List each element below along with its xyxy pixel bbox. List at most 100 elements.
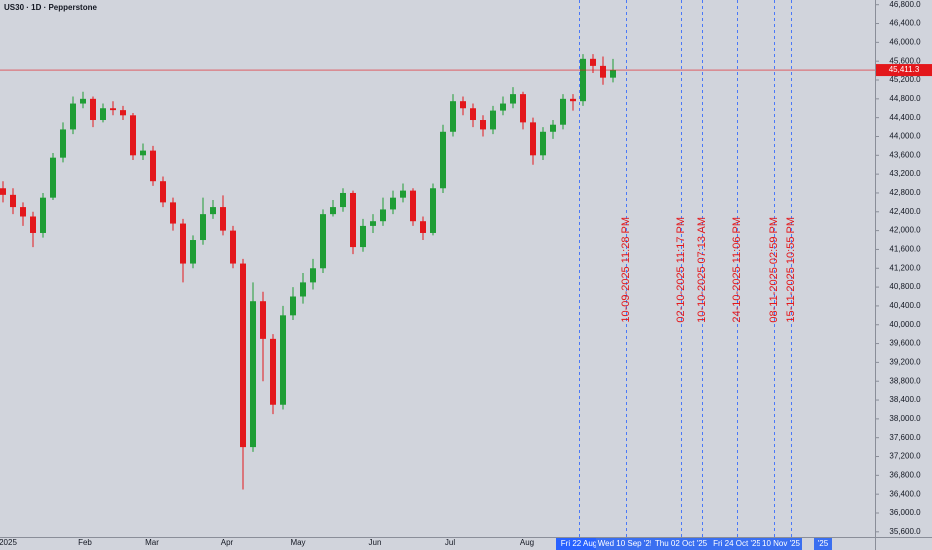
candle-body [320,214,326,269]
candle-body [200,214,206,241]
candle-body [20,207,26,217]
candle-body [360,225,366,248]
y-tick-label: 37,200.0 [889,452,921,461]
x-highlight-box [651,538,711,550]
annotation: 02-10-2025 11:17 PM [675,217,687,323]
candle-body [50,157,56,198]
candle-body [400,190,406,198]
x-tick-label: Feb [78,538,92,547]
candle-body [330,207,336,215]
candle-body [170,202,176,224]
y-tick-label: 41,200.0 [889,263,921,272]
candle-body [180,223,186,264]
y-tick-label: 46,000.0 [889,37,921,46]
candle-body [280,315,286,405]
x-highlight-box [556,538,602,550]
candle-body [380,209,386,222]
candle-body [440,131,446,189]
y-tick-label: 36,000.0 [889,508,921,517]
candle-body [40,197,46,233]
candle-body [560,98,566,125]
candle-body [470,108,476,121]
y-tick-label: 46,800.0 [889,0,921,9]
candle-body [10,194,16,208]
candle-body [480,120,486,130]
candle-body [610,70,616,78]
annotation: 24-10-2025 11:06 PM [731,217,743,323]
candle-body [550,124,556,132]
candle-body [590,58,596,66]
candle-body [510,94,516,104]
candle-body [150,150,156,182]
candle-body [220,207,226,231]
candle-body [0,188,6,195]
x-highlight-label: Wed 10 Sep '25 [598,539,655,548]
y-tick-label: 45,600.0 [889,56,921,65]
x-highlight-box [814,538,832,550]
y-tick-label: 39,200.0 [889,358,921,367]
y-tick-label: 35,600.0 [889,527,921,536]
y-tick-label: 44,400.0 [889,113,921,122]
candle-body [500,103,506,111]
annotation: 08-11-2025 02:59 PM [768,217,780,323]
last-price-tag [876,64,932,77]
candle-body [450,101,456,132]
y-tick-label: 38,400.0 [889,395,921,404]
y-tick-label: 42,400.0 [889,207,921,216]
x-highlight-label: '25 [818,539,829,548]
y-tick-label: 41,600.0 [889,245,921,254]
chart-title: US30 · 1D · Pepperstone [4,3,97,12]
annotation: 10-10-2025 07:13 AM [696,217,708,323]
candle-body [300,282,306,297]
last-price-label: 45,411.3 [889,65,920,74]
candle-body [410,190,416,222]
candle-body [350,192,356,248]
annotation: 15-11-2025 10:55 PM [785,217,797,323]
candle-body [310,268,316,283]
y-tick-label: 42,800.0 [889,188,921,197]
y-tick-label: 37,600.0 [889,433,921,442]
annotation: 10-09-2025 11:28 PM [620,217,632,323]
y-tick-label: 44,800.0 [889,94,921,103]
candle-body [250,301,256,448]
y-tick-label: 45,200.0 [889,75,921,84]
candle-body [430,188,436,233]
candle-body [570,98,576,102]
x-highlight-label: Fri 22 Aug [561,539,597,548]
y-tick-label: 40,400.0 [889,301,921,310]
candle-body [390,197,396,210]
candle-body [90,98,96,121]
candle-body [230,230,236,264]
x-highlight-box [596,538,656,550]
candle-body [140,150,146,156]
candle-body [160,181,166,203]
x-tick-label: Apr [221,538,234,547]
candle-body [520,94,526,123]
y-tick-label: 43,600.0 [889,150,921,159]
candle-body [190,240,196,264]
candle-body [580,58,586,102]
x-highlight-label: Fri 24 Oct '25 [713,539,761,548]
candle-body [70,103,76,130]
candle-body [60,129,66,158]
candle-body [290,296,296,316]
x-tick-label: 2025 [0,538,17,547]
candle-body [240,263,246,448]
x-tick-label: Aug [520,538,534,547]
candle-body [260,301,266,339]
y-tick-label: 40,000.0 [889,320,921,329]
candle-body [130,115,136,156]
candle-body [120,110,126,116]
candle-body [370,221,376,226]
candle-body [80,98,86,104]
y-tick-label: 36,800.0 [889,470,921,479]
y-tick-label: 44,000.0 [889,132,921,141]
candle-body [490,110,496,130]
candle-body [540,131,546,156]
x-tick-label: Jul [445,538,455,547]
y-tick-label: 46,400.0 [889,19,921,28]
y-tick-label: 42,000.0 [889,226,921,235]
candle-body [340,192,346,208]
